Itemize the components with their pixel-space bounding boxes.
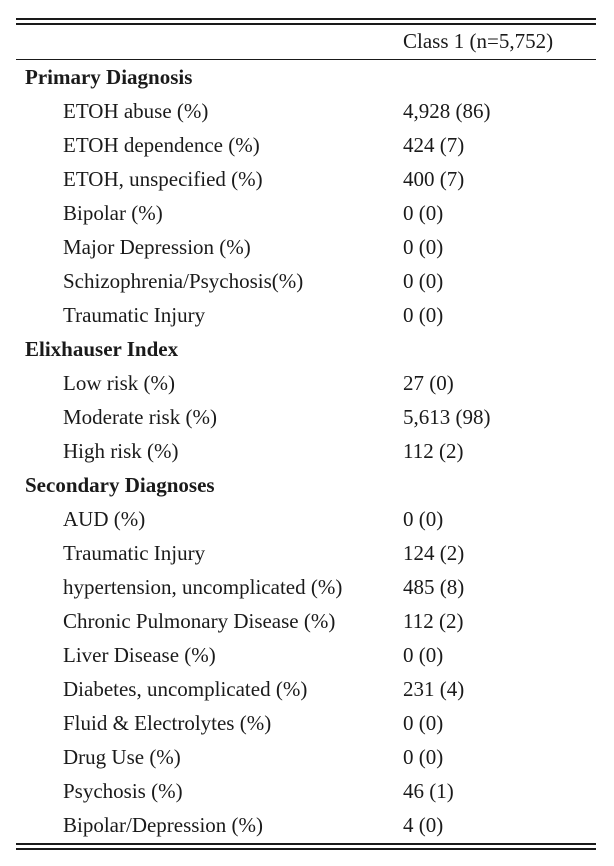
row-label: hypertension, uncomplicated (%): [63, 575, 343, 599]
row-label: Liver Disease (%): [63, 643, 216, 667]
table-row: High risk (%) 112 (2): [0, 434, 614, 468]
table-row: ETOH dependence (%) 424 (7): [0, 128, 614, 162]
row-label: Fluid & Electrolytes (%): [63, 711, 272, 735]
table-row: ETOH, unspecified (%) 400 (7): [0, 162, 614, 196]
column-header: Class 1 (n=5,752): [403, 29, 554, 53]
section-row-secondary: Secondary Diagnoses: [0, 468, 614, 502]
row-label: ETOH abuse (%): [63, 99, 209, 123]
row-label: Traumatic Injury: [63, 303, 206, 327]
row-label: Moderate risk (%): [63, 405, 217, 429]
row-label: Schizophrenia/Psychosis(%): [63, 269, 304, 293]
table-row: Traumatic Injury 124 (2): [0, 536, 614, 570]
row-value: 231 (4): [403, 677, 465, 701]
row-label: Psychosis (%): [63, 779, 183, 803]
row-value: 0 (0): [403, 269, 444, 293]
section-title: Elixhauser Index: [25, 337, 179, 361]
row-value: 27 (0): [403, 371, 454, 395]
table-row: Bipolar/Depression (%) 4 (0): [0, 808, 614, 842]
row-value: 0 (0): [403, 235, 444, 259]
top-rule: [16, 18, 596, 20]
section-row-primary: Primary Diagnosis: [0, 60, 614, 94]
row-value: 0 (0): [403, 303, 444, 327]
row-value: 0 (0): [403, 201, 444, 225]
table-row: Bipolar (%) 0 (0): [0, 196, 614, 230]
bottom-rule: [16, 843, 596, 845]
row-label: Major Depression (%): [63, 235, 251, 259]
table-row: Chronic Pulmonary Disease (%) 112 (2): [0, 604, 614, 638]
table-row: Fluid & Electrolytes (%) 0 (0): [0, 706, 614, 740]
row-value: 485 (8): [403, 575, 465, 599]
row-label: Drug Use (%): [63, 745, 181, 769]
section-row-elixhauser: Elixhauser Index: [0, 332, 614, 366]
top-rule-inner: [16, 23, 596, 25]
row-label: Traumatic Injury: [63, 541, 206, 565]
row-value: 112 (2): [403, 609, 464, 633]
row-label: Diabetes, uncomplicated (%): [63, 677, 308, 701]
row-value: 5,613 (98): [403, 405, 491, 429]
row-label: ETOH, unspecified (%): [63, 167, 263, 191]
row-label: Low risk (%): [63, 371, 175, 395]
section-title: Primary Diagnosis: [25, 65, 193, 89]
row-label: High risk (%): [63, 439, 179, 463]
table-row: ETOH abuse (%) 4,928 (86): [0, 94, 614, 128]
row-value: 0 (0): [403, 643, 444, 667]
section-title: Secondary Diagnoses: [25, 473, 215, 497]
row-label: Chronic Pulmonary Disease (%): [63, 609, 336, 633]
row-label: Bipolar/Depression (%): [63, 813, 264, 837]
row-value: 400 (7): [403, 167, 465, 191]
table-row: Traumatic Injury 0 (0): [0, 298, 614, 332]
table-row: AUD (%) 0 (0): [0, 502, 614, 536]
table-row: Low risk (%) 27 (0): [0, 366, 614, 400]
row-value: 424 (7): [403, 133, 465, 157]
bottom-rule-outer: [16, 848, 596, 850]
header-rule: [16, 59, 596, 61]
row-label: ETOH dependence (%): [63, 133, 260, 157]
row-label: AUD (%): [63, 507, 146, 531]
table-row: Schizophrenia/Psychosis(%) 0 (0): [0, 264, 614, 298]
row-value: 0 (0): [403, 711, 444, 735]
row-value: 0 (0): [403, 745, 444, 769]
row-value: 4 (0): [403, 813, 444, 837]
table-row: Major Depression (%) 0 (0): [0, 230, 614, 264]
table-row: Liver Disease (%) 0 (0): [0, 638, 614, 672]
row-value: 112 (2): [403, 439, 464, 463]
row-value: 124 (2): [403, 541, 465, 565]
row-value: 0 (0): [403, 507, 444, 531]
table-row: Diabetes, uncomplicated (%) 231 (4): [0, 672, 614, 706]
table-row: hypertension, uncomplicated (%) 485 (8): [0, 570, 614, 604]
row-value: 46 (1): [403, 779, 454, 803]
table-row: Drug Use (%) 0 (0): [0, 740, 614, 774]
table-row: Psychosis (%) 46 (1): [0, 774, 614, 808]
row-value: 4,928 (86): [403, 99, 491, 123]
table-row: Moderate risk (%) 5,613 (98): [0, 400, 614, 434]
header-row: Class 1 (n=5,752): [0, 24, 614, 58]
row-label: Bipolar (%): [63, 201, 163, 225]
